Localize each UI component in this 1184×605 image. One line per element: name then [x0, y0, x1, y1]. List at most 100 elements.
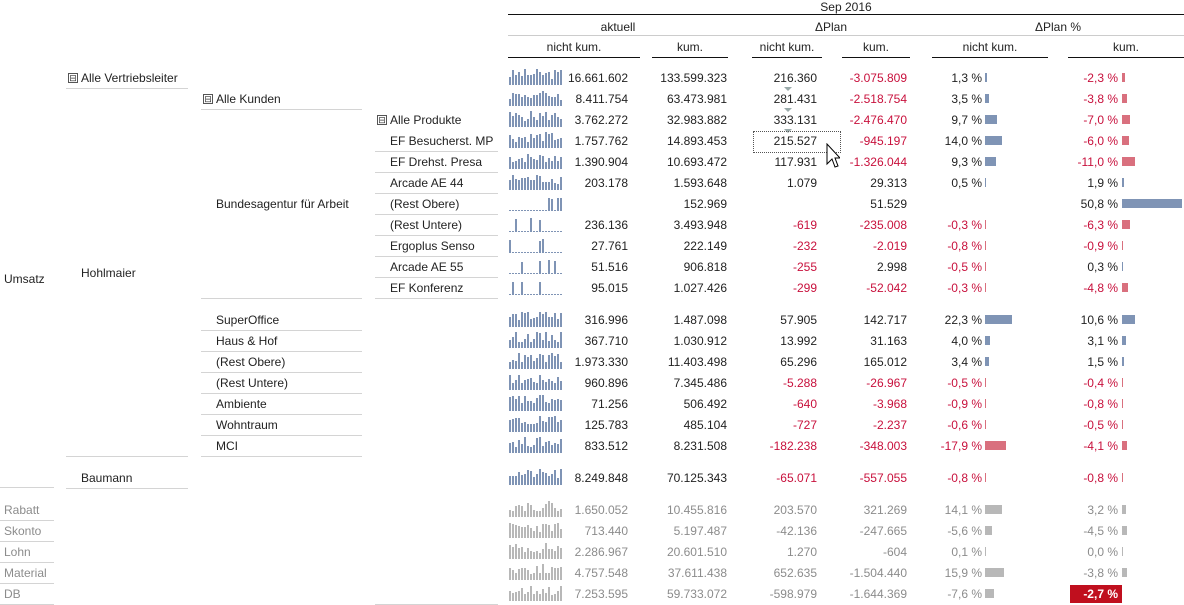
cell-delta-kum[interactable]: 142.717: [863, 313, 907, 327]
cell-aktuell-kum[interactable]: 1.487.098: [673, 313, 727, 327]
cell-pct-kum[interactable]: -0,8 %: [1083, 397, 1118, 411]
cell-pct-kum[interactable]: -6,3 %: [1083, 218, 1118, 232]
cell-aktuell-kum[interactable]: 70.125.343: [666, 471, 727, 485]
cell-delta-kum[interactable]: -2.019: [872, 239, 907, 253]
cell-delta-nicht-kum[interactable]: -299: [792, 281, 817, 295]
cell-aktuell-kum[interactable]: 37.611.438: [667, 566, 727, 580]
cell-pct-nicht-kum[interactable]: 1,3 %: [951, 71, 982, 85]
cell-delta-nicht-kum[interactable]: -255: [792, 260, 817, 274]
cell-pct-nicht-kum[interactable]: 3,4 %: [951, 355, 982, 369]
cell-pct-nicht-kum[interactable]: -0,3 %: [947, 218, 982, 232]
cell-delta-kum[interactable]: -235.008: [859, 218, 907, 232]
cell-pct-kum[interactable]: -4,8 %: [1083, 281, 1118, 295]
cell-delta-nicht-kum[interactable]: 65.296: [780, 355, 817, 369]
collapse-icon[interactable]: ⊟: [377, 115, 387, 125]
cell-aktuell-nicht-kum[interactable]: 8.249.848: [574, 471, 628, 485]
cell-aktuell-nicht-kum[interactable]: 3.762.272: [574, 113, 628, 127]
cell-aktuell-nicht-kum[interactable]: 833.512: [584, 439, 628, 453]
cell-aktuell-kum[interactable]: 3.493.948: [673, 218, 727, 232]
cell-aktuell-kum[interactable]: 10.693.472: [666, 155, 727, 169]
cell-aktuell-kum[interactable]: 5.197.487: [673, 524, 727, 538]
highlight-cell-db-pct[interactable]: -2,7 %: [1070, 585, 1122, 603]
cell-delta-kum[interactable]: -2.476.470: [849, 113, 907, 127]
cell-aktuell-nicht-kum[interactable]: 1.973.330: [574, 355, 628, 369]
cell-delta-nicht-kum[interactable]: 281.431: [773, 92, 817, 106]
cell-aktuell-nicht-kum[interactable]: 51.516: [591, 260, 628, 274]
cell-aktuell-nicht-kum[interactable]: 203.178: [584, 176, 628, 190]
cell-delta-kum[interactable]: -26.967: [866, 376, 907, 390]
cell-delta-kum[interactable]: 321.269: [863, 503, 907, 517]
cell-aktuell-nicht-kum[interactable]: 2.286.967: [574, 545, 628, 559]
cell-aktuell-kum[interactable]: 1.030.912: [673, 334, 727, 348]
cell-delta-kum[interactable]: -3.968: [872, 397, 907, 411]
cell-pct-nicht-kum[interactable]: -0,9 %: [947, 397, 982, 411]
cell-pct-kum[interactable]: 0,0 %: [1087, 545, 1118, 559]
cell-delta-nicht-kum[interactable]: 1.079: [786, 176, 817, 190]
cell-delta-kum[interactable]: -52.042: [866, 281, 907, 295]
cell-delta-nicht-kum[interactable]: 13.992: [780, 334, 817, 348]
cell-pct-nicht-kum[interactable]: -0,8 %: [947, 471, 982, 485]
collapse-icon[interactable]: ⊟: [68, 73, 78, 83]
cell-aktuell-kum[interactable]: 506.492: [683, 397, 727, 411]
cell-aktuell-nicht-kum[interactable]: 7.253.595: [574, 587, 628, 601]
cell-delta-nicht-kum[interactable]: 117.931: [774, 155, 818, 169]
cell-delta-nicht-kum[interactable]: 333.131: [773, 113, 817, 127]
row-header-alle-kunden[interactable]: ⊟ Alle Kunden: [203, 92, 281, 106]
cell-pct-nicht-kum[interactable]: 14,1 %: [944, 503, 982, 517]
cell-pct-kum[interactable]: -11,0 %: [1077, 155, 1118, 169]
cell-aktuell-nicht-kum[interactable]: 316.996: [584, 313, 628, 327]
cell-pct-nicht-kum[interactable]: -7,6 %: [947, 587, 982, 601]
cell-delta-kum[interactable]: 29.313: [870, 176, 907, 190]
cell-aktuell-nicht-kum[interactable]: 8.411.754: [575, 92, 629, 106]
cell-aktuell-nicht-kum[interactable]: 960.896: [584, 376, 628, 390]
cell-delta-nicht-kum[interactable]: -232: [792, 239, 817, 253]
cell-aktuell-kum[interactable]: 63.473.981: [666, 92, 727, 106]
cell-delta-nicht-kum[interactable]: 203.570: [773, 503, 817, 517]
cell-delta-nicht-kum[interactable]: 652.635: [773, 566, 817, 580]
cell-aktuell-kum[interactable]: 11.403.498: [667, 355, 727, 369]
cell-aktuell-nicht-kum[interactable]: 236.136: [584, 218, 628, 232]
cell-pct-nicht-kum[interactable]: -0,3 %: [947, 281, 982, 295]
cell-pct-kum[interactable]: 10,6 %: [1080, 313, 1118, 327]
cell-pct-nicht-kum[interactable]: -17,9 %: [940, 439, 982, 453]
cell-pct-nicht-kum[interactable]: -0,5 %: [947, 376, 982, 390]
cell-delta-nicht-kum[interactable]: -182.238: [769, 439, 817, 453]
cell-delta-nicht-kum[interactable]: -42.136: [776, 524, 817, 538]
cell-delta-nicht-kum[interactable]: -65.071: [776, 471, 817, 485]
cell-delta-kum[interactable]: -1.644.369: [849, 587, 907, 601]
cell-delta-kum[interactable]: -1.326.044: [849, 155, 907, 169]
cell-pct-nicht-kum[interactable]: 22,3 %: [944, 313, 982, 327]
cell-aktuell-nicht-kum[interactable]: 1.650.052: [574, 503, 628, 517]
cell-aktuell-nicht-kum[interactable]: 125.783: [584, 418, 628, 432]
cell-pct-kum[interactable]: 0,3 %: [1087, 260, 1118, 274]
cell-delta-kum[interactable]: -348.003: [859, 439, 907, 453]
cell-delta-nicht-kum[interactable]: 215.527: [773, 134, 817, 148]
cell-pct-kum[interactable]: -0,4 %: [1083, 376, 1118, 390]
cell-aktuell-kum[interactable]: 10.455.816: [666, 503, 727, 517]
cell-pct-kum[interactable]: -6,0 %: [1083, 134, 1118, 148]
cell-delta-nicht-kum[interactable]: 216.360: [773, 71, 817, 85]
cell-pct-nicht-kum[interactable]: 0,5 %: [951, 176, 982, 190]
row-header-alle-vertriebsleiter[interactable]: ⊟ Alle Vertriebsleiter: [68, 71, 178, 85]
cell-aktuell-kum[interactable]: 20.601.510: [666, 545, 727, 559]
cell-delta-nicht-kum[interactable]: -598.979: [769, 587, 817, 601]
cell-delta-kum[interactable]: -2.518.754: [849, 92, 907, 106]
cell-aktuell-nicht-kum[interactable]: 367.710: [584, 334, 628, 348]
cell-aktuell-nicht-kum[interactable]: 27.761: [591, 239, 628, 253]
cell-aktuell-kum[interactable]: 1.593.648: [673, 176, 727, 190]
cell-pct-kum[interactable]: -3,8 %: [1083, 566, 1118, 580]
row-header-alle-produkte[interactable]: ⊟ Alle Produkte: [377, 113, 461, 127]
selected-cell[interactable]: [753, 131, 841, 153]
cell-delta-kum[interactable]: -3.075.809: [849, 71, 907, 85]
cell-pct-kum[interactable]: -3,8 %: [1083, 92, 1118, 106]
cell-delta-kum[interactable]: -1.504.440: [849, 566, 907, 580]
cell-pct-nicht-kum[interactable]: -5,6 %: [947, 524, 982, 538]
cell-aktuell-kum[interactable]: 906.818: [683, 260, 727, 274]
cell-pct-kum[interactable]: -4,1 %: [1083, 439, 1118, 453]
cell-aktuell-kum[interactable]: 32.983.882: [666, 113, 727, 127]
cell-aktuell-kum[interactable]: 133.599.323: [660, 71, 727, 85]
cell-delta-nicht-kum[interactable]: -5.288: [782, 376, 817, 390]
cell-aktuell-kum[interactable]: 485.104: [683, 418, 727, 432]
cell-pct-nicht-kum[interactable]: 14,0 %: [944, 134, 982, 148]
cell-delta-kum[interactable]: -557.055: [859, 471, 907, 485]
